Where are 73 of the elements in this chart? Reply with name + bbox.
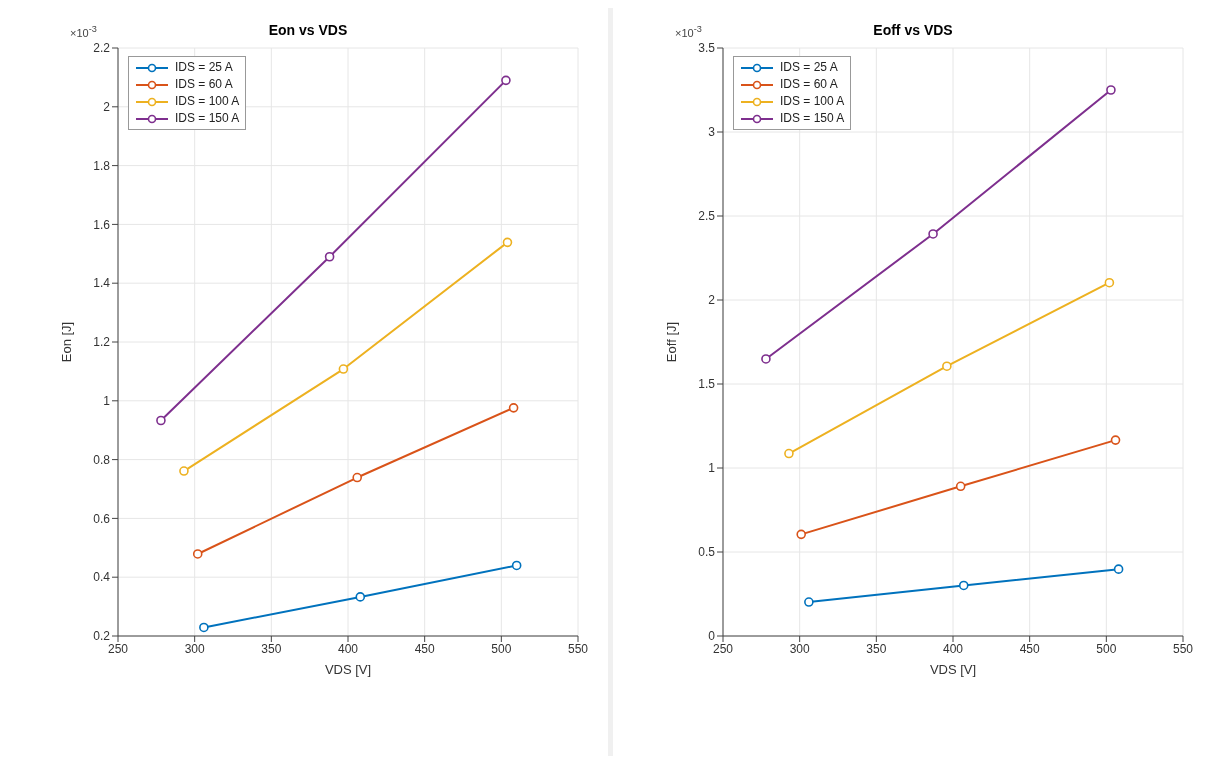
legend-label: IDS = 60 A: [175, 76, 233, 93]
point: [1104, 277, 1115, 288]
legend-label: IDS = 25 A: [780, 59, 838, 76]
y-tick-label: 2.5: [698, 209, 716, 224]
y-tick-label: 3: [708, 125, 716, 140]
x-axis-title: VDS [V]: [929, 662, 977, 677]
point: [955, 481, 966, 492]
legend-label: IDS = 100 A: [175, 93, 240, 110]
point: [192, 549, 203, 559]
x-tick-label: 250: [712, 641, 734, 656]
x-tick-label: 500: [491, 641, 512, 656]
point: [942, 361, 952, 371]
point: [511, 560, 522, 571]
legend-label: IDS = 60 A: [780, 76, 838, 93]
y-tick-label: 1.4: [93, 276, 111, 291]
y-tick-label: 2: [103, 100, 111, 115]
x-tick-label: 450: [414, 641, 435, 656]
text: ×10$^{-3}$: [675, 24, 702, 39]
y-tick-label: 0.8: [93, 452, 111, 467]
point: [958, 580, 969, 591]
legend-label: IDS = 150 A: [780, 110, 845, 127]
x-tick-label: 550: [1172, 641, 1194, 656]
y-tick-label: 0.4: [93, 570, 111, 585]
point: [355, 592, 366, 602]
x-tick-label: 450: [1019, 641, 1040, 656]
y-axis-title: Eon [J]: [58, 321, 74, 363]
y-tick-label: 0.5: [698, 545, 716, 560]
x-tick-label: 400: [337, 641, 359, 656]
point: [804, 597, 814, 607]
legend-label: IDS = 150 A: [175, 110, 240, 127]
x-tick-label: 550: [567, 641, 589, 656]
point: [1110, 435, 1121, 445]
point: [1113, 564, 1124, 574]
point: [501, 75, 511, 86]
point: [338, 364, 349, 374]
point: [796, 529, 806, 540]
point: [352, 472, 362, 483]
x-tick-label: 350: [866, 641, 887, 656]
chart-title: Eoff vs VDS: [873, 22, 953, 38]
point: [324, 251, 335, 262]
y-tick-label: 1: [103, 394, 111, 409]
x-tick-label: 500: [1096, 641, 1117, 656]
y-tick-label: 1.2: [93, 335, 111, 350]
y-tick-label: 0.2: [93, 629, 111, 644]
y-tick-label: 1.5: [698, 377, 716, 392]
y-tick-label: 0: [708, 629, 716, 644]
point: [928, 229, 938, 239]
x-tick-label: 350: [261, 641, 282, 656]
point: [502, 237, 513, 248]
legend-label: IDS = 25 A: [175, 59, 233, 76]
x-axis-title: VDS [V]: [324, 662, 372, 677]
y-tick-label: 2.2: [93, 41, 111, 56]
y-tick-label: 1.6: [93, 217, 111, 232]
point: [761, 354, 771, 364]
y-tick-label: 2: [708, 293, 716, 308]
y-tick-label: 1.8: [93, 158, 111, 173]
point: [179, 466, 189, 476]
y-tick-label: 1: [708, 461, 716, 476]
legend-label: IDS = 100 A: [780, 93, 845, 110]
chart-title: Eon vs VDS: [268, 22, 348, 38]
point: [156, 415, 166, 426]
y-axis-title: Eoff [J]: [663, 321, 679, 363]
point: [508, 403, 519, 413]
x-tick-label: 250: [107, 641, 129, 656]
point: [784, 448, 794, 459]
x-tick-label: 300: [184, 641, 205, 656]
x-tick-label: 300: [789, 641, 810, 656]
point: [199, 622, 209, 633]
point: [1106, 85, 1116, 95]
text: ×10$^{-3}$: [70, 24, 97, 39]
x-tick-label: 400: [942, 641, 964, 656]
y-tick-label: 0.6: [93, 511, 111, 526]
y-tick-label: 3.5: [698, 41, 716, 56]
